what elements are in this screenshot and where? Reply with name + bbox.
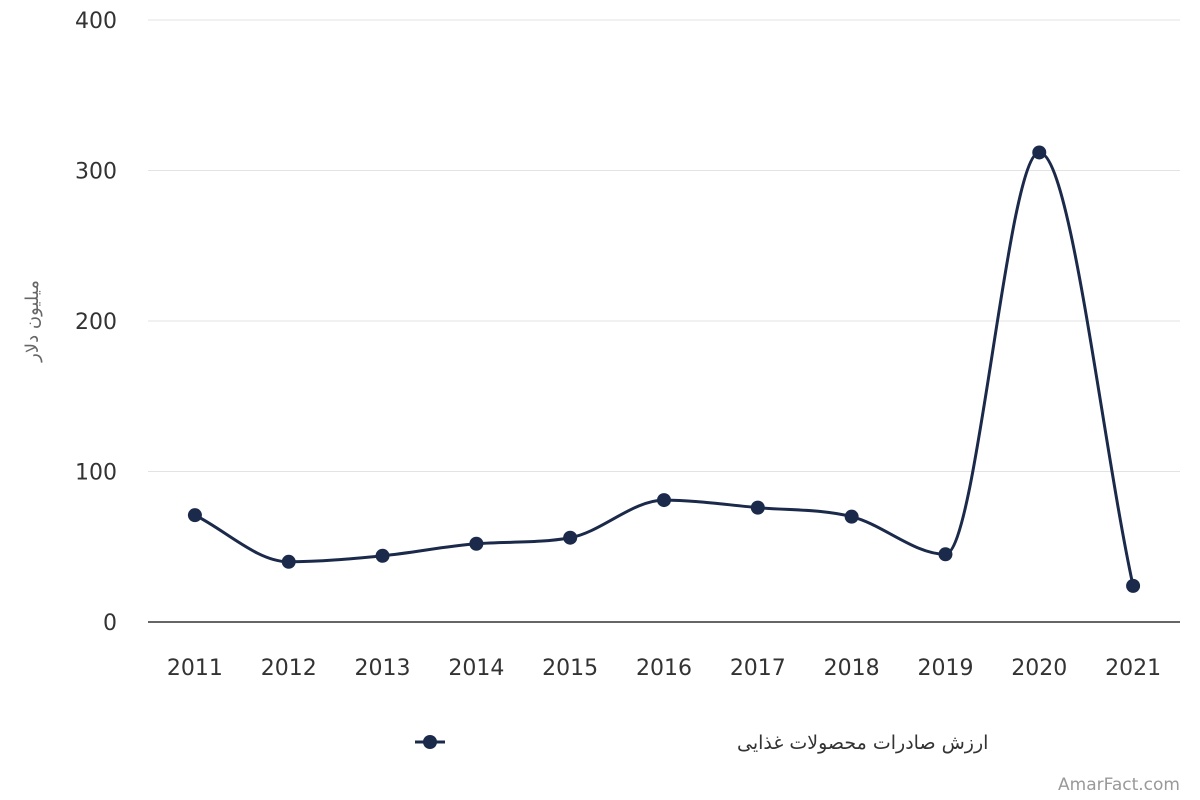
x-axis-ticks: 2011 2012 2013 2014 2015 2016 2017 2018 2019 2020…: [167, 656, 1161, 681]
y-tick-label: 0: [103, 611, 117, 636]
legend[interactable]: ارزش صادرات محصولات غذایی: [415, 732, 988, 754]
data-point-2016[interactable]: [657, 493, 671, 508]
y-tick-label: 400: [75, 9, 117, 34]
x-tick-label: 2013: [355, 656, 411, 681]
data-point-2021[interactable]: [1126, 578, 1141, 593]
y-tick-label: 100: [75, 461, 117, 486]
x-tick-label: 2011: [167, 656, 223, 681]
credit-text[interactable]: AmarFact.com: [1058, 775, 1180, 795]
x-tick-label: 2017: [730, 656, 786, 681]
data-point-2014[interactable]: [469, 536, 484, 551]
data-point-2012[interactable]: [281, 554, 296, 569]
x-tick-label: 2020: [1011, 656, 1067, 681]
data-point-2013[interactable]: [375, 548, 390, 563]
x-tick-label: 2019: [917, 656, 973, 681]
data-point-2018[interactable]: [844, 509, 859, 524]
data-point-2015[interactable]: [563, 530, 578, 545]
data-point-2019[interactable]: [938, 547, 953, 562]
y-axis-label: میلیون دلار: [22, 280, 43, 363]
data-point-2020[interactable]: [1032, 145, 1047, 160]
data-point-2011[interactable]: [187, 508, 202, 523]
y-tick-label: 200: [75, 310, 117, 335]
series-line: [194, 150, 1135, 587]
x-tick-label: 2018: [824, 656, 880, 681]
data-point-2017[interactable]: [750, 500, 765, 515]
x-tick-label: 2012: [261, 656, 317, 681]
y-axis-ticks: 0 100 200 300 400: [75, 9, 117, 636]
y-tick-label: 300: [75, 160, 117, 185]
x-tick-label: 2014: [448, 656, 504, 681]
legend-dot-marker: [423, 735, 437, 749]
grid-lines: [148, 19, 1180, 472]
legend-label: ارزش صادرات محصولات غذایی: [737, 732, 988, 754]
series-group: [187, 145, 1141, 593]
x-tick-label: 2016: [636, 656, 692, 681]
x-tick-label: 2015: [542, 656, 598, 681]
x-tick-label: 2021: [1105, 656, 1161, 681]
